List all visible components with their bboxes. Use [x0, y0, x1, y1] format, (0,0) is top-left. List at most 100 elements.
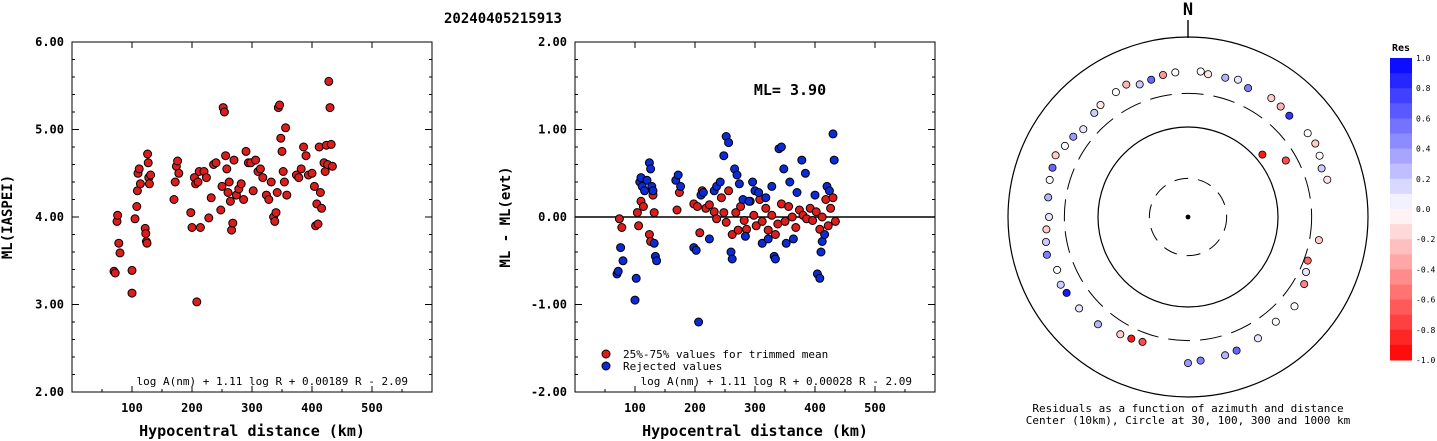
red-data-point [127, 265, 137, 275]
colorbar: Res 1.0 0.8 0.6 0.4 0.2 0.0 -0.2 -0.4 -0.6 -0.8 -1… [1390, 43, 1435, 365]
red-data-point [146, 170, 156, 180]
colorbar-title: Res [1392, 43, 1410, 54]
colorbar-cell [1390, 209, 1412, 225]
red-data-point [309, 181, 319, 191]
station-residual-point [1056, 280, 1065, 289]
y-tick-label: 6.00 [35, 35, 64, 49]
red-data-point [307, 168, 317, 178]
station-residual-point [1221, 351, 1230, 360]
blue-data-point [763, 234, 773, 244]
blue-data-point [630, 295, 640, 305]
station-residual-point [1184, 359, 1193, 368]
red-data-point [224, 177, 234, 187]
red-data-point [634, 221, 644, 231]
station-residual-point [1060, 141, 1069, 150]
red-data-point [132, 202, 142, 211]
station-residual-point [1042, 250, 1051, 259]
colorbar-tick-label: 1.0 [1416, 54, 1431, 63]
blue-data-point [788, 234, 798, 244]
red-data-point [828, 193, 838, 203]
colorbar-tick-label: 0.2 [1416, 175, 1431, 184]
blue-data-point [797, 155, 807, 165]
red-data-point [193, 177, 203, 187]
figure-title: 20240405215913 [444, 11, 562, 27]
x-tick-label: 500 [864, 401, 886, 415]
station-residual-point [1090, 108, 1099, 117]
red-data-point [780, 216, 790, 226]
red-data-point [721, 217, 731, 227]
blue-data-point [767, 181, 777, 191]
colorbar-cell [1390, 103, 1412, 119]
red-data-point [733, 225, 743, 235]
station-residual-point [1045, 212, 1054, 221]
blue-data-point [642, 175, 652, 185]
red-data-point [315, 188, 325, 197]
red-data-point [174, 168, 184, 178]
blue-data-point [820, 230, 830, 239]
colorbar-tick-label: 0.6 [1416, 114, 1431, 123]
station-residual-point [1311, 139, 1320, 148]
red-data-point [134, 164, 144, 174]
colorbar-cell [1390, 58, 1412, 74]
blue-data-point [815, 273, 825, 283]
red-data-point [228, 218, 238, 228]
y-axis-label: ML - ML(evt) [498, 166, 514, 267]
plot-frame [71, 41, 433, 393]
red-data-point [271, 208, 281, 218]
station-residual-point [1171, 68, 1180, 77]
red-data-point [270, 216, 280, 226]
colorbar-cell [1390, 118, 1412, 134]
legend-red-marker [601, 349, 611, 359]
red-data-point [170, 177, 180, 187]
station-residual-point [1116, 330, 1125, 339]
station-residual-point [1053, 265, 1062, 274]
station-residual-point [1138, 337, 1147, 346]
red-data-point [201, 173, 211, 183]
blue-data-point [824, 186, 834, 196]
red-data-point [110, 268, 120, 278]
ml-annotation: ML= 3.90 [754, 81, 826, 99]
red-data-point [236, 179, 246, 189]
red-data-point [219, 107, 229, 117]
red-data-point [278, 167, 288, 176]
station-residual-point [1196, 67, 1205, 76]
blue-data-point [676, 181, 686, 191]
colorbar-tick-label: -0.6 [1416, 296, 1435, 305]
red-data-point [221, 151, 231, 161]
blue-data-point [816, 247, 826, 257]
station-residual-point [1314, 236, 1323, 245]
red-data-point [724, 186, 734, 196]
station-residual-point [1051, 151, 1060, 160]
colorbar-cell [1390, 148, 1412, 165]
red-data-point [113, 210, 123, 220]
blue-data-point [828, 129, 838, 139]
red-data-point [186, 208, 196, 218]
red-data-point [222, 164, 232, 174]
blue-data-point [640, 186, 650, 196]
blue-data-point [781, 238, 791, 248]
red-data-point [135, 179, 145, 189]
station-residual-point [1079, 125, 1088, 134]
red-data-point [264, 195, 274, 204]
colorbar-cell [1390, 178, 1412, 195]
station-residual-point [1303, 256, 1312, 265]
colorbar-cell [1390, 133, 1412, 150]
red-data-point [204, 213, 214, 223]
station-residual-point [1096, 101, 1105, 110]
station-residual-point [1042, 237, 1051, 246]
red-data-point [251, 155, 261, 165]
red-data-point [223, 188, 233, 197]
red-data-point [817, 212, 827, 222]
blue-data-point [734, 179, 744, 189]
red-data-point [830, 216, 840, 226]
formula-text: log A(nm) + 1.11 log R + 0.00028 R - 2.0… [640, 375, 912, 388]
x-tick-label: 100 [121, 401, 143, 415]
red-data-point [277, 146, 287, 156]
red-data-point [169, 195, 179, 204]
x-axis-label: Hypocentral distance (km) [139, 422, 365, 440]
red-data-point [614, 214, 624, 224]
station-residual-point [1147, 75, 1156, 84]
red-data-point [787, 212, 797, 222]
x-tick-label: 300 [744, 401, 766, 415]
